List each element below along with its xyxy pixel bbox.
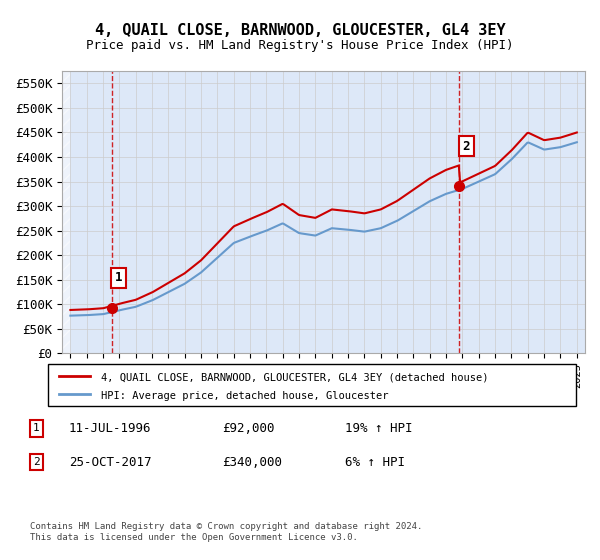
Text: Price paid vs. HM Land Registry's House Price Index (HPI): Price paid vs. HM Land Registry's House … (86, 39, 514, 53)
Text: 1: 1 (115, 271, 122, 284)
Text: 2: 2 (33, 457, 40, 467)
Text: 25-OCT-2017: 25-OCT-2017 (69, 455, 151, 469)
FancyBboxPatch shape (48, 364, 576, 406)
Text: HPI: Average price, detached house, Gloucester: HPI: Average price, detached house, Glou… (101, 391, 388, 401)
Text: 19% ↑ HPI: 19% ↑ HPI (345, 422, 413, 435)
Text: 4, QUAIL CLOSE, BARNWOOD, GLOUCESTER, GL4 3EY (detached house): 4, QUAIL CLOSE, BARNWOOD, GLOUCESTER, GL… (101, 372, 488, 382)
Text: 2: 2 (463, 139, 470, 153)
Text: 1: 1 (33, 423, 40, 433)
Text: 6% ↑ HPI: 6% ↑ HPI (345, 455, 405, 469)
Text: 11-JUL-1996: 11-JUL-1996 (69, 422, 151, 435)
Text: Contains HM Land Registry data © Crown copyright and database right 2024.: Contains HM Land Registry data © Crown c… (30, 522, 422, 531)
Text: £92,000: £92,000 (222, 422, 275, 435)
Text: This data is licensed under the Open Government Licence v3.0.: This data is licensed under the Open Gov… (30, 533, 358, 543)
Text: 4, QUAIL CLOSE, BARNWOOD, GLOUCESTER, GL4 3EY: 4, QUAIL CLOSE, BARNWOOD, GLOUCESTER, GL… (95, 24, 505, 38)
Text: £340,000: £340,000 (222, 455, 282, 469)
